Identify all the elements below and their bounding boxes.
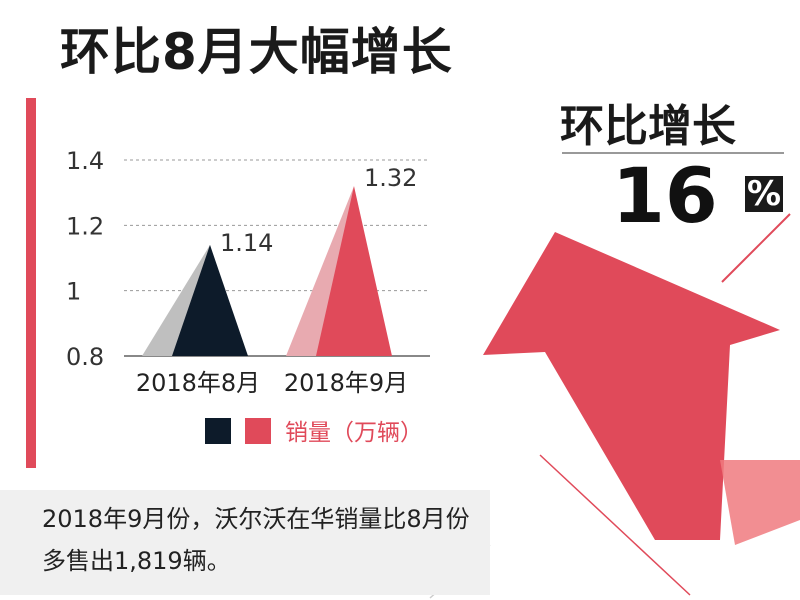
kpi-unit-badge: % (745, 174, 783, 214)
y-tick-label: 1 (66, 278, 81, 306)
legend-swatch-dark (205, 418, 231, 444)
panel-accent-bar (26, 98, 36, 468)
y-tick-label: 1.2 (66, 212, 104, 240)
kpi-value: 16 (612, 151, 718, 240)
data-label: 1.14 (220, 229, 273, 257)
arrow-shape (483, 232, 780, 540)
x-axis-ticks: 2018年8月 2018年9月 (136, 369, 408, 397)
y-axis-ticks: 1.4 1.2 1 0.8 (66, 147, 104, 371)
y-tick-label: 1.4 (66, 147, 104, 175)
y-tick-label: 0.8 (66, 343, 104, 371)
decor-line-1 (721, 213, 791, 283)
chart-marks: 1.14 1.32 (142, 164, 417, 356)
x-tick-label: 2018年8月 (136, 369, 260, 397)
page-title: 环比8月大幅增长 (60, 23, 453, 81)
decor-line-2 (539, 454, 691, 596)
x-tick-label: 2018年9月 (284, 369, 408, 397)
data-label: 1.32 (364, 164, 417, 192)
caption-text: 2018年9月份，沃尔沃在华销量比8月份多售出1,819辆。 (42, 505, 470, 575)
chart-legend: 销量（万辆） (205, 418, 423, 446)
legend-label: 销量（万辆） (285, 420, 423, 446)
caption-box (0, 490, 490, 595)
chart-panel (26, 98, 458, 468)
arrow-tail-shape (720, 460, 800, 545)
kpi-label: 环比增长 (560, 101, 736, 152)
legend-swatch-red (245, 418, 271, 444)
peak-mark (172, 244, 248, 356)
peak-mark (316, 186, 392, 356)
kpi-divider (562, 152, 784, 154)
